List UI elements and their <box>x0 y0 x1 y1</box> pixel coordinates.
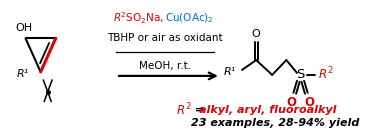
Text: =: = <box>191 105 208 115</box>
Text: O: O <box>287 96 297 109</box>
Text: TBHP or air as oxidant: TBHP or air as oxidant <box>107 33 223 43</box>
Text: R¹: R¹ <box>17 69 29 79</box>
Text: S: S <box>296 68 305 81</box>
Text: O: O <box>252 29 260 39</box>
Text: $R^2$: $R^2$ <box>177 101 192 118</box>
Text: alkyl, aryl, fluoroalkyl: alkyl, aryl, fluoroalkyl <box>200 105 337 115</box>
Text: Cu(OAc)$_2$: Cu(OAc)$_2$ <box>165 12 214 25</box>
Text: MeOH, r.t.: MeOH, r.t. <box>139 61 191 71</box>
Text: $R^2$: $R^2$ <box>318 66 334 82</box>
Text: 23 examples, 28-94% yield: 23 examples, 28-94% yield <box>191 118 359 128</box>
Text: O: O <box>304 96 314 109</box>
Text: OH: OH <box>15 23 33 33</box>
Text: $R^2$SO$_2$Na,: $R^2$SO$_2$Na, <box>113 11 165 26</box>
Text: R¹: R¹ <box>223 67 236 77</box>
